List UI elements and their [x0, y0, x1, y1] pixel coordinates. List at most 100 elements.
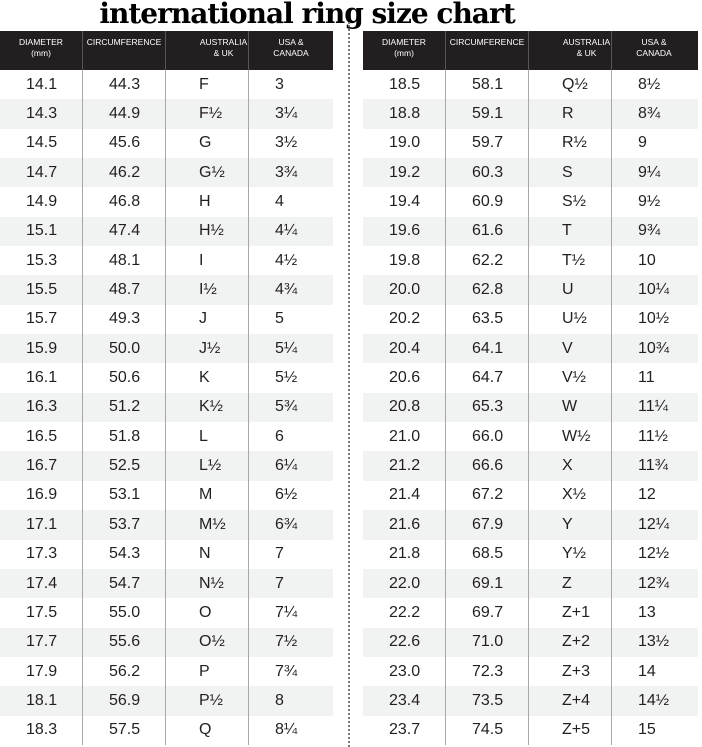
header-usa-canada: USA & CANADA [636, 37, 672, 58]
cell-circumference: 63.5 [446, 304, 529, 335]
cell-usa-canada: 8½ [638, 75, 661, 93]
table-row: 20.6 64.7 V½ 11 [363, 363, 698, 393]
cell-australia-uk: K½ [166, 392, 249, 423]
table-row: 21.8 68.5 Y½ 12½ [363, 539, 698, 569]
cell-australia-uk: S [529, 158, 612, 188]
table-row: 15.9 50.0 J½ 5¼ [0, 334, 333, 364]
table-row: 19.2 60.3 S 9¼ [363, 158, 698, 188]
cell-australia-uk: G½ [166, 158, 249, 188]
table-row: 15.7 49.3 J 5 [0, 304, 333, 335]
cell-australia-uk: Y [529, 510, 612, 540]
table-row: 14.7 46.2 G½ 3¾ [0, 158, 333, 188]
table-row: 18.3 57.5 Q 8¼ [0, 715, 333, 745]
table-row: 14.5 45.6 G 3½ [0, 128, 333, 159]
table-row: 21.0 66.0 W½ 11½ [363, 422, 698, 452]
cell-usa-canada: 6½ [275, 486, 298, 504]
cell-australia-uk: F [166, 70, 249, 100]
cell-diameter: 20.4 [363, 334, 446, 364]
table-row: 17.3 54.3 N 7 [0, 539, 333, 569]
cell-diameter: 16.9 [0, 480, 83, 511]
table-row: 19.6 61.6 T 9¾ [363, 216, 698, 247]
cell-usa-canada: 15 [638, 721, 656, 739]
cell-australia-uk: Z+2 [529, 627, 612, 657]
cell-diameter: 14.1 [0, 70, 83, 100]
cell-circumference: 69.1 [446, 568, 529, 599]
cell-australia-uk: U [529, 275, 612, 305]
cell-australia-uk: W½ [529, 422, 612, 452]
cell-diameter: 16.5 [0, 422, 83, 452]
table-row: 15.5 48.7 I½ 4¾ [0, 275, 333, 305]
cell-australia-uk: R [529, 99, 612, 129]
cell-circumference: 64.7 [446, 363, 529, 393]
cell-circumference: 50.0 [83, 334, 166, 364]
cell-usa-canada: 11 [638, 369, 655, 387]
table-row: 14.1 44.3 F 3 [0, 70, 333, 100]
cell-australia-uk: H½ [166, 216, 249, 247]
cell-circumference: 71.0 [446, 627, 529, 657]
cell-usa-canada: 12¼ [638, 515, 670, 533]
cell-usa-canada: 5¼ [275, 339, 298, 357]
cell-australia-uk: P½ [166, 686, 249, 716]
cell-usa-canada: 13½ [638, 633, 670, 651]
cell-australia-uk: F½ [166, 99, 249, 129]
cell-australia-uk: Z+4 [529, 686, 612, 716]
dotted-divider [348, 22, 350, 747]
table-row: 21.6 67.9 Y 12¼ [363, 510, 698, 540]
cell-circumference: 60.9 [446, 187, 529, 217]
table-row: 17.7 55.6 O½ 7½ [0, 627, 333, 657]
cell-diameter: 21.2 [363, 451, 446, 481]
cell-diameter: 18.8 [363, 99, 446, 129]
cell-australia-uk: J½ [166, 334, 249, 364]
cell-australia-uk: T½ [529, 246, 612, 276]
cell-diameter: 14.5 [0, 128, 83, 159]
cell-usa-canada: 7¼ [275, 603, 298, 621]
table-row: 17.9 56.2 P 7¾ [0, 656, 333, 687]
cell-diameter: 15.1 [0, 216, 83, 247]
table-row: 19.0 59.7 R½ 9 [363, 128, 698, 159]
cell-diameter: 16.3 [0, 392, 83, 423]
cell-usa-canada: 12 [638, 486, 656, 504]
cell-circumference: 44.3 [83, 70, 166, 100]
cell-diameter: 20.6 [363, 363, 446, 393]
cell-diameter: 15.9 [0, 334, 83, 364]
cell-diameter: 17.9 [0, 656, 83, 687]
cell-usa-canada: 8 [275, 691, 284, 709]
table-row: 23.0 72.3 Z+3 14 [363, 656, 698, 687]
cell-australia-uk: X [529, 451, 612, 481]
cell-usa-canada: 11½ [638, 427, 668, 445]
cell-circumference: 48.7 [83, 275, 166, 305]
table-row: 16.5 51.8 L 6 [0, 422, 333, 452]
cell-australia-uk: N½ [166, 568, 249, 599]
cell-australia-uk: L½ [166, 451, 249, 481]
cell-circumference: 57.5 [83, 715, 166, 745]
cell-diameter: 22.6 [363, 627, 446, 657]
cell-circumference: 46.2 [83, 158, 166, 188]
cell-diameter: 19.8 [363, 246, 446, 276]
table-row: 21.2 66.6 X 11¾ [363, 451, 698, 481]
cell-diameter: 21.4 [363, 480, 446, 511]
cell-diameter: 15.7 [0, 304, 83, 335]
cell-circumference: 54.3 [83, 539, 166, 569]
table-row: 23.7 74.5 Z+5 15 [363, 715, 698, 745]
cell-circumference: 61.6 [446, 216, 529, 247]
cell-usa-canada: 12¾ [638, 574, 670, 592]
page-title: international ring size chart [99, 0, 515, 30]
cell-circumference: 68.5 [446, 539, 529, 569]
cell-diameter: 19.2 [363, 158, 446, 188]
table-row: 15.3 48.1 I 4½ [0, 246, 333, 276]
cell-circumference: 66.0 [446, 422, 529, 452]
table-row: 17.5 55.0 O 7¼ [0, 598, 333, 628]
table-row: 16.1 50.6 K 5½ [0, 363, 333, 393]
table-row: 21.4 67.2 X½ 12 [363, 480, 698, 511]
header-circumference: CIRCUMFERENCE [446, 31, 529, 70]
table-row: 20.0 62.8 U 10¼ [363, 275, 698, 305]
table-row: 18.8 59.1 R 8¾ [363, 99, 698, 129]
table-row: 17.1 53.7 M½ 6¾ [0, 510, 333, 540]
cell-circumference: 53.7 [83, 510, 166, 540]
cell-circumference: 67.2 [446, 480, 529, 511]
cell-diameter: 23.4 [363, 686, 446, 716]
cell-usa-canada: 5½ [275, 369, 298, 387]
table-row: 14.9 46.8 H 4 [0, 187, 333, 217]
cell-circumference: 73.5 [446, 686, 529, 716]
cell-circumference: 65.3 [446, 392, 529, 423]
